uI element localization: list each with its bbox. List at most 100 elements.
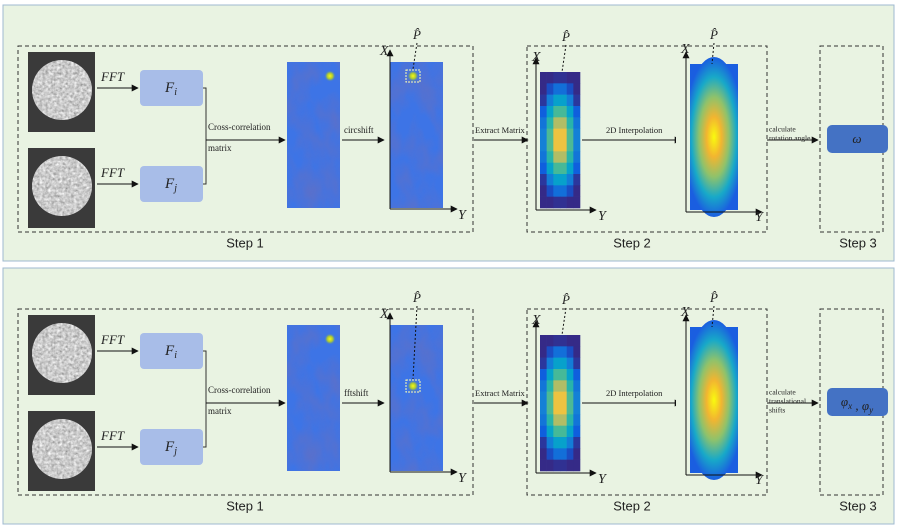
matrix-cell: [547, 460, 554, 472]
matrix-cell: [553, 151, 560, 163]
matrix-cell: [560, 403, 567, 415]
symbol: φ: [862, 398, 869, 413]
page: FFTFiFFTFjCross-correlationmatrixcircshi…: [0, 0, 897, 529]
matrix-cell: [573, 346, 580, 358]
axis-x-label: X: [531, 313, 541, 328]
matrix-cell: [560, 83, 567, 95]
step-label: Step 2: [613, 498, 651, 513]
matrix-cell: [560, 392, 567, 404]
matrix-cell: [547, 358, 554, 370]
symbol: φ: [841, 394, 848, 409]
matrix-cell: [540, 117, 547, 129]
image-texture: [32, 60, 92, 120]
matrix-cell: [567, 335, 574, 347]
matrix-cell: [553, 335, 560, 347]
matrix-cell: [560, 380, 567, 392]
matrix-cell: [540, 151, 547, 163]
shift-label: fftshift: [344, 388, 369, 398]
heatmap-peak: [324, 70, 336, 82]
matrix-cell: [540, 346, 547, 358]
matrix-cell: [573, 174, 580, 186]
matrix-cell: [573, 163, 580, 175]
matrix-cell: [560, 460, 567, 472]
step-label: Step 1: [226, 235, 264, 250]
matrix-cell: [540, 369, 547, 381]
matrix-cell: [540, 448, 547, 460]
peak-label: P̂: [412, 290, 421, 305]
interp-label: 2D Interpolation: [606, 125, 663, 135]
image-texture: [32, 156, 92, 216]
symbol: ω: [852, 131, 861, 146]
matrix-cell: [540, 335, 547, 347]
matrix-cell: [567, 129, 574, 141]
heatmap-peak: [407, 70, 419, 82]
matrix-cell: [553, 380, 560, 392]
matrix-cell: [553, 392, 560, 404]
matrix-cell: [573, 460, 580, 472]
matrix-cell: [547, 448, 554, 460]
subscript: i: [174, 87, 177, 98]
matrix-cell: [553, 197, 560, 209]
separator: ,: [852, 398, 862, 413]
matrix-cell: [553, 106, 560, 118]
matrix-cell: [540, 380, 547, 392]
matrix-cell: [573, 95, 580, 107]
matrix-cell: [547, 140, 554, 152]
panel: FFTFiFFTFjCross-correlationmatrixcircshi…: [3, 5, 894, 261]
matrix-cell: [540, 140, 547, 152]
matrix-cell: [567, 426, 574, 438]
matrix-cell: [573, 414, 580, 426]
matrix-cell: [553, 414, 560, 426]
matrix-cell: [567, 380, 574, 392]
matrix-cell: [547, 369, 554, 381]
matrix-cell: [560, 426, 567, 438]
heatmap-texture: [390, 325, 443, 471]
heatmap-texture: [287, 325, 340, 471]
step-label: Step 1: [226, 498, 264, 513]
matrix-cell: [553, 437, 560, 449]
matrix-cell: [540, 83, 547, 95]
matrix-cell: [547, 106, 554, 118]
matrix-cell: [567, 346, 574, 358]
matrix-cell: [560, 448, 567, 460]
matrix-cell: [573, 358, 580, 370]
calc-label: calculate: [769, 388, 796, 397]
matrix-cell: [547, 197, 554, 209]
matrix-cell: [540, 426, 547, 438]
matrix-cell: [567, 185, 574, 197]
interpolated-peak: [684, 57, 744, 217]
matrix-cell: [560, 414, 567, 426]
matrix-cell: [553, 83, 560, 95]
peak-label: P̂: [709, 27, 718, 42]
matrix-cell: [560, 335, 567, 347]
matrix-cell: [560, 437, 567, 449]
matrix-cell: [540, 95, 547, 107]
matrix-cell: [573, 380, 580, 392]
math-label: ω: [852, 131, 861, 146]
matrix-cell: [540, 72, 547, 84]
correlation-label: matrix: [208, 143, 232, 153]
peak-label: P̂: [709, 290, 718, 305]
matrix-cell: [567, 358, 574, 370]
matrix-cell: [540, 197, 547, 209]
matrix-cell: [560, 185, 567, 197]
fft-label: FFT: [100, 69, 125, 84]
matrix-cell: [567, 369, 574, 381]
fft-label: FFT: [100, 428, 125, 443]
matrix-cell: [547, 426, 554, 438]
matrix-cell: [547, 185, 554, 197]
matrix-cell: [540, 163, 547, 175]
matrix-cell: [547, 437, 554, 449]
step-label: Step 3: [839, 235, 877, 250]
matrix-cell: [567, 392, 574, 404]
fft-label: FFT: [100, 332, 125, 347]
matrix-cell: [560, 346, 567, 358]
matrix-cell: [553, 426, 560, 438]
matrix-cell: [567, 414, 574, 426]
matrix-cell: [573, 72, 580, 84]
matrix-cell: [560, 163, 567, 175]
matrix-cell: [553, 403, 560, 415]
calc-label: shifts: [769, 406, 785, 415]
matrix-cell: [540, 403, 547, 415]
matrix-cell: [553, 129, 560, 141]
